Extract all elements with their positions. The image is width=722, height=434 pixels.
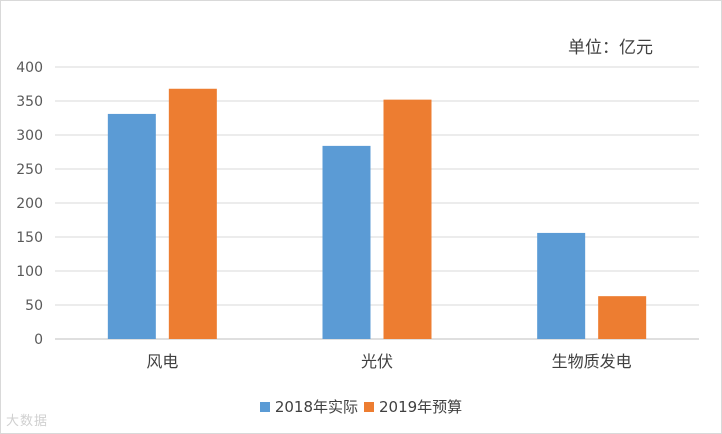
legend-swatch xyxy=(364,401,374,412)
watermark-text: 大数据 xyxy=(6,414,49,429)
y-tick-label: 100 xyxy=(16,264,43,280)
y-tick-label: 50 xyxy=(25,298,43,314)
y-tick-label: 0 xyxy=(34,332,43,348)
bar-budget-2019 xyxy=(168,88,217,339)
legend-swatch xyxy=(259,401,270,412)
legend-item: 2018年实际 xyxy=(259,396,358,417)
x-category-label: 生物质发电 xyxy=(552,352,632,371)
legend-label: 2019年预算 xyxy=(379,398,463,416)
x-category-label: 光伏 xyxy=(361,352,393,371)
bar-budget-2019 xyxy=(383,99,432,339)
y-tick-label: 150 xyxy=(16,230,43,246)
unit-label: 单位：亿元 xyxy=(568,38,653,58)
legend-item: 2019年预算 xyxy=(364,396,462,417)
chart-legend: 2018年实际 2019年预算 xyxy=(0,396,722,417)
bar-actual-2018 xyxy=(537,232,586,339)
y-tick-label: 300 xyxy=(16,128,43,144)
bar-budget-2019 xyxy=(598,296,647,339)
y-tick-label: 200 xyxy=(16,196,43,212)
y-tick-label: 400 xyxy=(16,60,43,76)
x-category-label: 风电 xyxy=(146,352,178,371)
bar-actual-2018 xyxy=(322,145,371,339)
legend-label: 2018年实际 xyxy=(274,398,358,416)
bar-actual-2018 xyxy=(107,113,156,339)
y-tick-label: 350 xyxy=(16,94,43,110)
y-tick-label: 250 xyxy=(16,162,43,178)
